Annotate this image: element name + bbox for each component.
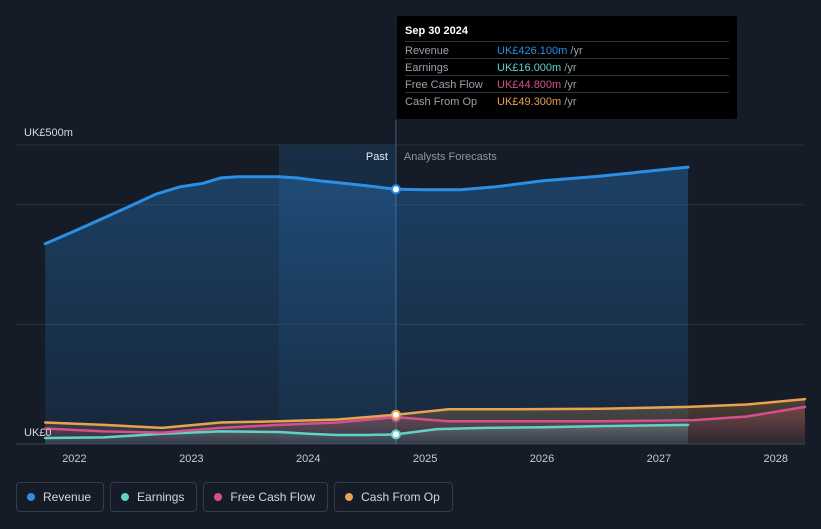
marker-earnings <box>390 429 401 440</box>
cash-from-op-dot-icon <box>345 493 354 501</box>
y-axis-label-bottom: UK£0 <box>24 427 52 439</box>
earnings-dot-icon <box>121 493 130 501</box>
marker-cash-from-op <box>390 409 401 420</box>
revenue-dot-icon <box>27 493 35 501</box>
tooltip-label: Cash From Op <box>405 96 478 108</box>
tooltip-row-earnings: Earnings UK£16.000m /yr <box>405 58 729 76</box>
tooltip-label: Free Cash Flow <box>405 79 483 91</box>
legend-label: Cash From Op <box>361 490 440 504</box>
tooltip-label: Revenue <box>405 45 450 57</box>
marker-revenue <box>390 184 401 195</box>
x-tick-label: 2028 <box>764 453 788 465</box>
tooltip-value: UK£44.800m /yr <box>497 79 577 91</box>
legend-item-revenue[interactable]: Revenue <box>16 482 105 512</box>
x-tick-label: 2025 <box>413 453 437 465</box>
x-tick-label: 2022 <box>62 453 86 465</box>
series-line-revenue <box>43 165 690 246</box>
legend: Revenue Earnings Free Cash Flow Cash Fro… <box>16 482 453 512</box>
x-tick-label: 2023 <box>179 453 203 465</box>
x-tick-label: 2024 <box>296 453 320 465</box>
tooltip-date: Sep 30 2024 <box>405 25 468 37</box>
tooltip-row-cash-from-op: Cash From Op UK£49.300m /yr <box>405 92 729 110</box>
legend-label: Revenue <box>43 490 92 504</box>
tooltip-value: UK£16.000m /yr <box>497 62 577 74</box>
past-label: Past <box>366 151 388 163</box>
forecast-label: Analysts Forecasts <box>404 151 497 163</box>
legend-item-earnings[interactable]: Earnings <box>110 482 198 512</box>
series-area-revenue <box>45 167 689 444</box>
series-line-earnings <box>43 423 690 440</box>
x-tick-label: 2027 <box>647 453 671 465</box>
tooltip: Sep 30 2024 Revenue UK£426.100m /yr Earn… <box>397 16 737 119</box>
tooltip-row-free-cash-flow: Free Cash Flow UK£44.800m /yr <box>405 75 729 93</box>
legend-label: Earnings <box>137 490 185 504</box>
tooltip-label: Earnings <box>405 62 449 74</box>
legend-label: Free Cash Flow <box>230 490 316 504</box>
y-axis-label-top: UK£500m <box>24 127 73 139</box>
tooltip-value: UK£49.300m /yr <box>497 96 577 108</box>
tooltip-row-revenue: Revenue UK£426.100m /yr <box>405 41 729 59</box>
tooltip-value: UK£426.100m /yr <box>497 45 583 57</box>
x-tick-label: 2026 <box>530 453 554 465</box>
legend-item-cash-from-op[interactable]: Cash From Op <box>334 482 453 512</box>
free-cash-flow-dot-icon <box>214 493 223 501</box>
legend-item-free-cash-flow[interactable]: Free Cash Flow <box>203 482 329 512</box>
